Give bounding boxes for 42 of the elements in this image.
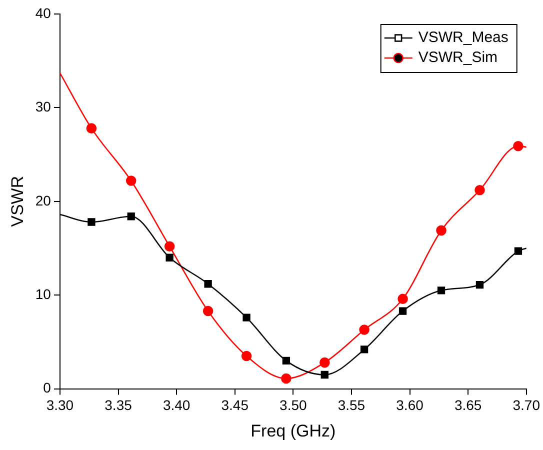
point xyxy=(164,241,175,252)
x-tick-label: 3.55 xyxy=(338,397,366,414)
x-tick-label: 3.30 xyxy=(46,397,74,414)
point xyxy=(127,212,135,220)
point xyxy=(241,350,252,362)
y-tick-label: 30 xyxy=(35,98,52,115)
point xyxy=(126,176,136,186)
point xyxy=(281,373,292,384)
point xyxy=(514,247,522,255)
x-tick-label: 3.60 xyxy=(396,397,424,414)
y-tick-label: 10 xyxy=(35,286,52,302)
point xyxy=(360,346,368,354)
point xyxy=(86,123,97,134)
x-axis-title: Freq (GHz) xyxy=(250,421,336,440)
x-tick-label: 3.65 xyxy=(454,397,482,414)
x-tick-label: 3.50 xyxy=(280,397,308,414)
x-tick-label: 3.35 xyxy=(104,397,132,414)
x-tick-label: 3.70 xyxy=(512,397,540,414)
point xyxy=(474,185,485,196)
y-tick-label: 40 xyxy=(35,4,52,21)
point xyxy=(88,218,96,226)
x-tick-label: 3.45 xyxy=(221,397,249,414)
point xyxy=(476,280,484,289)
point xyxy=(242,314,250,322)
point xyxy=(436,225,446,236)
x-tick-label: 3.40 xyxy=(162,397,190,414)
point xyxy=(398,307,407,315)
point xyxy=(359,324,370,335)
point xyxy=(320,370,328,379)
point xyxy=(320,357,330,368)
point xyxy=(437,286,446,294)
point xyxy=(166,254,174,262)
y-axis-title: VSWR xyxy=(8,176,27,227)
point xyxy=(398,294,408,304)
point xyxy=(282,356,290,365)
legend-label: VSWR_Sim xyxy=(418,49,498,66)
point xyxy=(204,280,212,288)
point xyxy=(202,306,214,316)
y-tick-label: 0 xyxy=(43,380,52,396)
legend-label: VSWR_Meas xyxy=(418,29,508,46)
y-tick-label: 20 xyxy=(35,192,52,208)
point xyxy=(513,140,524,152)
